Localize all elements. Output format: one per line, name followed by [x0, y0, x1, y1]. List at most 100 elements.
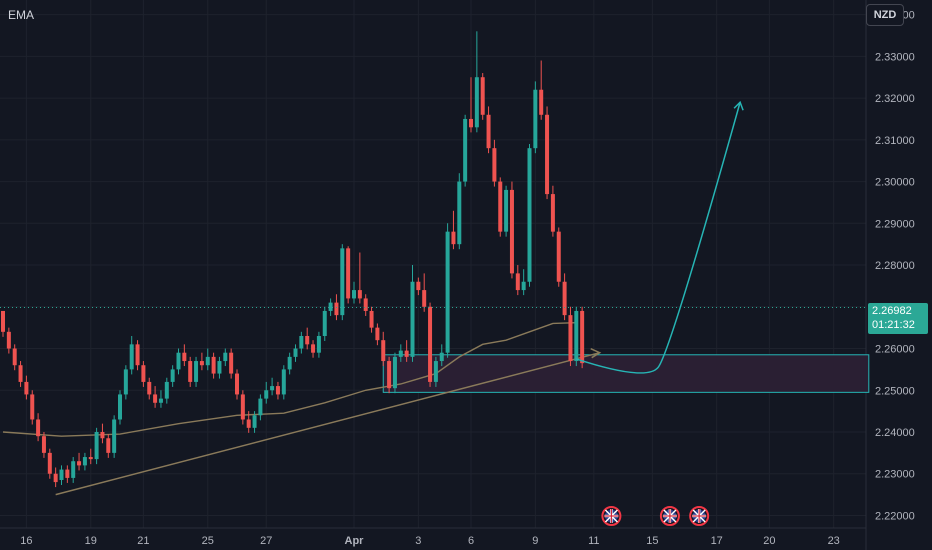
- candle-body: [357, 290, 362, 299]
- candle-body: [135, 344, 140, 366]
- candle-body: [223, 352, 228, 362]
- candle-body: [422, 290, 427, 307]
- y-tick-label: 2.29000: [875, 218, 915, 230]
- candle-body: [252, 415, 257, 428]
- candle-body: [433, 361, 438, 382]
- candle-body: [12, 348, 17, 366]
- candle-body: [463, 118, 468, 182]
- candle-body: [428, 306, 433, 382]
- candle-body: [322, 310, 327, 336]
- candle-body: [88, 457, 93, 460]
- candle-body: [469, 118, 473, 128]
- y-tick-label: 2.32000: [875, 93, 915, 105]
- candle-body: [305, 336, 310, 345]
- candle-body: [205, 356, 210, 366]
- candle-body: [451, 231, 456, 245]
- candle-body: [404, 350, 409, 357]
- candle-body: [439, 352, 444, 362]
- candle-body: [129, 344, 134, 370]
- y-tick-label: 2.28000: [875, 260, 915, 272]
- candle-body: [158, 398, 163, 403]
- candle-body: [264, 390, 269, 399]
- candle-body: [59, 469, 64, 480]
- indicator-label[interactable]: EMA: [8, 8, 35, 22]
- candle-body: [123, 369, 128, 395]
- candle-body: [392, 356, 397, 389]
- candle-body: [498, 181, 503, 232]
- candle-body: [316, 336, 321, 353]
- candle-body: [82, 457, 87, 466]
- candle-body: [340, 248, 345, 316]
- candle-body: [550, 194, 555, 232]
- candle-body: [270, 386, 275, 391]
- candle-body: [311, 344, 316, 353]
- candle-body: [445, 231, 450, 353]
- candle-body: [235, 373, 239, 395]
- candle-body: [381, 340, 386, 362]
- candle-body: [492, 148, 497, 182]
- x-tick-label: 11: [588, 535, 599, 547]
- candle-body: [375, 327, 380, 341]
- candle-body: [94, 432, 99, 460]
- y-tick-label: 2.23000: [875, 469, 915, 481]
- candle-body: [410, 281, 415, 357]
- x-tick-label: 27: [260, 535, 272, 547]
- candle-body: [533, 89, 538, 149]
- candle-body: [334, 302, 339, 316]
- candle-body: [258, 398, 263, 416]
- y-tick-label: 2.33000: [875, 51, 915, 63]
- candle-body: [328, 302, 333, 311]
- candle-body: [229, 352, 234, 374]
- last-price-tag: 2.26982 01:21:32: [868, 303, 928, 334]
- last-price-value: 2.26982: [872, 305, 912, 317]
- candle-body: [118, 394, 122, 420]
- x-tick-label: 6: [468, 535, 474, 547]
- y-tick-label: 2.30000: [875, 177, 915, 189]
- candle-body: [545, 114, 550, 195]
- y-tick-label: 2.24000: [875, 427, 915, 439]
- candle-body: [539, 89, 544, 115]
- candle-body: [77, 461, 82, 466]
- candle-body: [480, 77, 485, 115]
- x-tick-label: 21: [137, 535, 149, 547]
- candle-body: [398, 350, 403, 357]
- y-tick-label: 2.31000: [875, 135, 915, 147]
- candle-body: [182, 352, 187, 362]
- ema-line: [2, 321, 577, 437]
- currency-button[interactable]: NZD: [866, 4, 904, 26]
- candle-body: [71, 461, 76, 478]
- candle-body: [112, 419, 117, 453]
- candle-body: [188, 361, 193, 382]
- candle-body: [504, 189, 509, 232]
- candle-body: [474, 77, 479, 128]
- candle-body: [176, 352, 181, 370]
- y-tick-label: 2.25000: [875, 385, 915, 397]
- candle-body: [153, 394, 158, 403]
- candle-body: [41, 436, 46, 453]
- candle-body: [36, 419, 41, 437]
- candle-body: [346, 248, 351, 299]
- candle-body: [6, 331, 11, 349]
- x-tick-label: 19: [85, 535, 97, 547]
- candle-body: [246, 419, 251, 428]
- x-tick-label: 9: [532, 535, 538, 547]
- candle-body: [1, 310, 5, 332]
- candle-body: [568, 315, 573, 362]
- trendline-arrowhead: [590, 348, 602, 359]
- trendline: [55, 351, 600, 496]
- candle-body: [580, 310, 585, 364]
- y-tick-label: 2.22000: [875, 510, 915, 522]
- x-tick-label: 17: [711, 535, 723, 547]
- candle-body: [556, 231, 561, 282]
- candle-body: [53, 473, 58, 483]
- candle-body: [147, 381, 152, 395]
- candle-body: [24, 381, 29, 395]
- candle-body: [281, 369, 286, 395]
- candle-body: [211, 356, 216, 374]
- y-tick-label: 2.26000: [875, 344, 915, 356]
- x-tick-label: 25: [202, 535, 214, 547]
- candle-body: [47, 452, 52, 474]
- candle-body: [199, 361, 204, 366]
- x-tick-label: 15: [646, 535, 658, 547]
